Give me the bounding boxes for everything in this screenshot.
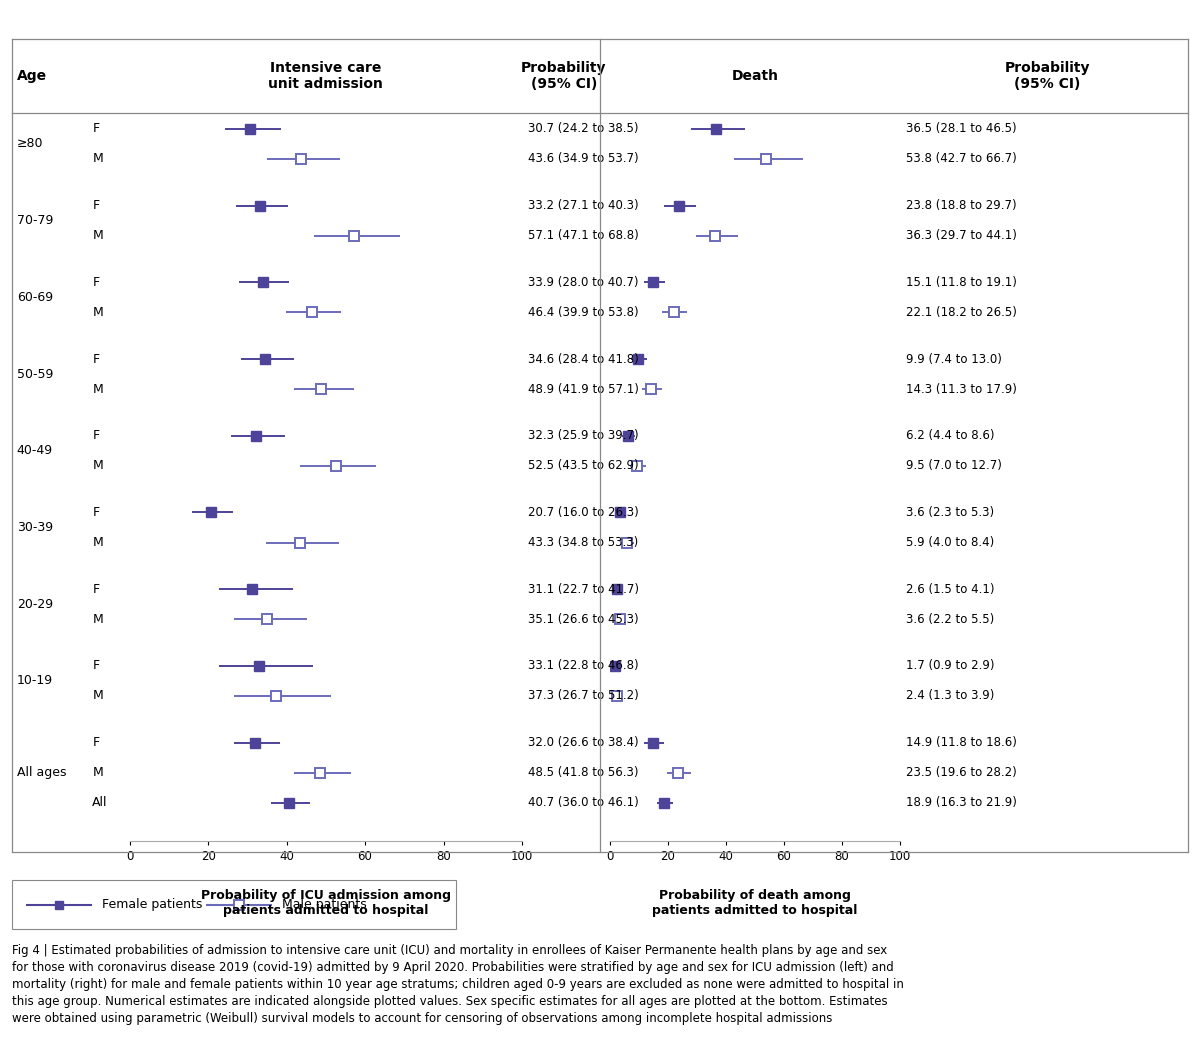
Text: 36.3 (29.7 to 44.1): 36.3 (29.7 to 44.1) [906, 230, 1016, 242]
Text: F: F [92, 123, 100, 135]
Text: 3.6 (2.3 to 5.3): 3.6 (2.3 to 5.3) [906, 506, 994, 518]
Text: 22.1 (18.2 to 26.5): 22.1 (18.2 to 26.5) [906, 306, 1016, 318]
Text: 33.9 (28.0 to 40.7): 33.9 (28.0 to 40.7) [528, 276, 638, 289]
Text: 34.6 (28.4 to 41.8): 34.6 (28.4 to 41.8) [528, 352, 638, 365]
Text: 14.9 (11.8 to 18.6): 14.9 (11.8 to 18.6) [906, 736, 1016, 749]
Text: 43.3 (34.8 to 53.3): 43.3 (34.8 to 53.3) [528, 536, 638, 549]
Text: 46.4 (39.9 to 53.8): 46.4 (39.9 to 53.8) [528, 306, 638, 318]
Text: M: M [92, 230, 103, 242]
Text: 5.9 (4.0 to 8.4): 5.9 (4.0 to 8.4) [906, 536, 995, 549]
Text: 18.9 (16.3 to 21.9): 18.9 (16.3 to 21.9) [906, 797, 1016, 809]
Text: 15.1 (11.8 to 19.1): 15.1 (11.8 to 19.1) [906, 276, 1016, 289]
Text: 53.8 (42.7 to 66.7): 53.8 (42.7 to 66.7) [906, 152, 1016, 165]
Text: ≥80: ≥80 [17, 138, 43, 150]
Text: M: M [92, 459, 103, 472]
Text: 10-19: 10-19 [17, 674, 53, 688]
Text: Probability
(95% CI): Probability (95% CI) [1004, 61, 1090, 91]
Text: 35.1 (26.6 to 45.3): 35.1 (26.6 to 45.3) [528, 613, 638, 625]
Text: 37.3 (26.7 to 51.2): 37.3 (26.7 to 51.2) [528, 690, 638, 703]
Text: 20-29: 20-29 [17, 598, 53, 610]
Text: 57.1 (47.1 to 68.8): 57.1 (47.1 to 68.8) [528, 230, 638, 242]
Text: 43.6 (34.9 to 53.7): 43.6 (34.9 to 53.7) [528, 152, 638, 165]
Text: 1.7 (0.9 to 2.9): 1.7 (0.9 to 2.9) [906, 659, 995, 673]
Text: M: M [92, 306, 103, 318]
Text: Female patients: Female patients [102, 898, 203, 911]
Text: 33.1 (22.8 to 46.8): 33.1 (22.8 to 46.8) [528, 659, 638, 673]
Text: F: F [92, 736, 100, 749]
Text: 50-59: 50-59 [17, 367, 53, 381]
Text: F: F [92, 506, 100, 518]
Text: F: F [92, 276, 100, 289]
Text: M: M [92, 152, 103, 165]
Text: M: M [92, 690, 103, 703]
Text: 20.7 (16.0 to 26.3): 20.7 (16.0 to 26.3) [528, 506, 638, 518]
Text: Male patients: Male patients [282, 898, 367, 911]
Text: 60-69: 60-69 [17, 291, 53, 304]
Text: Intensive care
unit admission: Intensive care unit admission [269, 61, 383, 91]
Text: Fig 4 | Estimated probabilities of admission to intensive care unit (ICU) and mo: Fig 4 | Estimated probabilities of admis… [12, 944, 904, 1025]
Text: All: All [92, 797, 108, 809]
Text: Probability of death among
patients admitted to hospital: Probability of death among patients admi… [652, 889, 858, 916]
Text: F: F [92, 199, 100, 212]
Text: F: F [92, 352, 100, 365]
Text: 48.9 (41.9 to 57.1): 48.9 (41.9 to 57.1) [528, 383, 638, 396]
Text: F: F [92, 430, 100, 442]
Text: F: F [92, 583, 100, 596]
Text: 40.7 (36.0 to 46.1): 40.7 (36.0 to 46.1) [528, 797, 638, 809]
Text: 48.5 (41.8 to 56.3): 48.5 (41.8 to 56.3) [528, 766, 638, 779]
Text: 6.2 (4.4 to 8.6): 6.2 (4.4 to 8.6) [906, 430, 995, 442]
Text: All ages: All ages [17, 766, 66, 779]
Text: 9.5 (7.0 to 12.7): 9.5 (7.0 to 12.7) [906, 459, 1002, 472]
Text: 2.6 (1.5 to 4.1): 2.6 (1.5 to 4.1) [906, 583, 995, 596]
Text: Probability
(95% CI): Probability (95% CI) [521, 61, 607, 91]
Text: 31.1 (22.7 to 41.7): 31.1 (22.7 to 41.7) [528, 583, 640, 596]
Text: Probability of ICU admission among
patients admitted to hospital: Probability of ICU admission among patie… [200, 889, 451, 916]
Text: 14.3 (11.3 to 17.9): 14.3 (11.3 to 17.9) [906, 383, 1016, 396]
Text: 9.9 (7.4 to 13.0): 9.9 (7.4 to 13.0) [906, 352, 1002, 365]
Text: 2.4 (1.3 to 3.9): 2.4 (1.3 to 3.9) [906, 690, 995, 703]
Text: 23.8 (18.8 to 29.7): 23.8 (18.8 to 29.7) [906, 199, 1016, 212]
Text: Death: Death [731, 69, 779, 84]
Text: 23.5 (19.6 to 28.2): 23.5 (19.6 to 28.2) [906, 766, 1016, 779]
Text: 3.6 (2.2 to 5.5): 3.6 (2.2 to 5.5) [906, 613, 995, 625]
Text: 40-49: 40-49 [17, 444, 53, 457]
Text: 52.5 (43.5 to 62.9): 52.5 (43.5 to 62.9) [528, 459, 638, 472]
Text: 32.3 (25.9 to 39.7): 32.3 (25.9 to 39.7) [528, 430, 638, 442]
Text: Age: Age [17, 69, 47, 84]
Text: 36.5 (28.1 to 46.5): 36.5 (28.1 to 46.5) [906, 123, 1016, 135]
Text: 30-39: 30-39 [17, 521, 53, 534]
Text: F: F [92, 659, 100, 673]
Text: M: M [92, 383, 103, 396]
Text: 32.0 (26.6 to 38.4): 32.0 (26.6 to 38.4) [528, 736, 638, 749]
Text: 33.2 (27.1 to 40.3): 33.2 (27.1 to 40.3) [528, 199, 638, 212]
Text: M: M [92, 613, 103, 625]
Text: M: M [92, 536, 103, 549]
Text: 30.7 (24.2 to 38.5): 30.7 (24.2 to 38.5) [528, 123, 638, 135]
Text: 70-79: 70-79 [17, 214, 53, 227]
Text: M: M [92, 766, 103, 779]
